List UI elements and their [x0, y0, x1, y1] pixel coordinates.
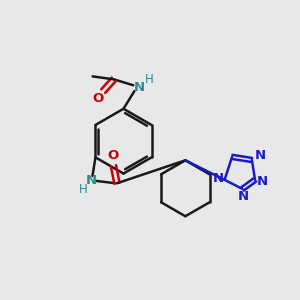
- Text: H: H: [145, 73, 154, 86]
- Text: N: N: [255, 149, 266, 162]
- Text: O: O: [93, 92, 104, 105]
- Text: N: N: [134, 81, 145, 94]
- Text: N: N: [212, 172, 224, 185]
- Text: H: H: [78, 183, 87, 196]
- Text: N: N: [85, 174, 97, 187]
- Text: N: N: [238, 190, 249, 203]
- Text: N: N: [257, 175, 268, 188]
- Text: O: O: [107, 149, 118, 162]
